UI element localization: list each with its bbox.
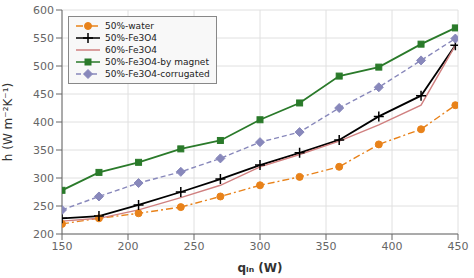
- svg-text:200: 200: [33, 228, 54, 241]
- html-text:60%-Fe3O4: 60%-Fe3O4: [105, 45, 157, 55]
- svg-text:qᵢₙ (W): qᵢₙ (W): [237, 261, 282, 275]
- svg-text:550: 550: [33, 32, 54, 45]
- html-text:50%-Fe3O4: 50%-Fe3O4: [105, 33, 157, 43]
- svg-text:500: 500: [33, 60, 54, 73]
- svg-text:250: 250: [184, 240, 205, 253]
- html-text:50%-Fe3O4-by magnet: 50%-Fe3O4-by magnet: [105, 57, 209, 67]
- svg-text:300: 300: [33, 172, 54, 185]
- svg-text:300: 300: [250, 240, 271, 253]
- svg-text:600: 600: [33, 4, 54, 17]
- svg-text:200: 200: [118, 240, 139, 253]
- svg-text:350: 350: [33, 144, 54, 157]
- html-text:50%-water: 50%-water: [105, 21, 154, 31]
- svg-text:h (W m⁻²K⁻¹): h (W m⁻²K⁻¹): [8, 83, 15, 161]
- svg-text:250: 250: [33, 200, 54, 213]
- svg-text:450: 450: [33, 88, 54, 101]
- svg-text:350: 350: [316, 240, 337, 253]
- svg-text:400: 400: [33, 116, 54, 129]
- svg-text:400: 400: [382, 240, 403, 253]
- svg-text:150: 150: [52, 240, 73, 253]
- svg-text:450: 450: [448, 240, 467, 253]
- html-text:50%-Fe3O4-corrugated: 50%-Fe3O4-corrugated: [105, 69, 210, 79]
